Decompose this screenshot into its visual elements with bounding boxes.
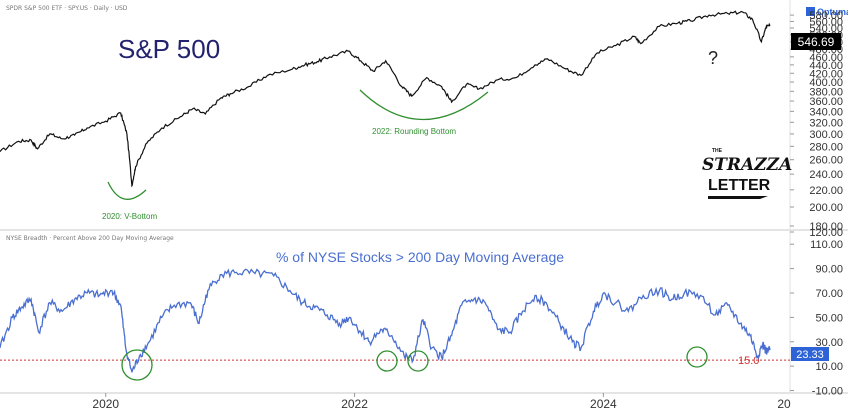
question-mark: ?: [708, 48, 718, 68]
price-y-tick-label: 340.00: [809, 106, 843, 118]
price-y-tick-label: 560.00: [809, 16, 843, 28]
pen-icon: [708, 196, 768, 199]
breadth-tag-bg: [791, 347, 829, 361]
price-y-tick-label: 380.00: [809, 86, 843, 98]
price-tag-bg: [791, 33, 841, 50]
price-y-tick-label: 300.00: [809, 129, 843, 141]
v-bottom-annotation: 2020: V-Bottom: [102, 181, 157, 221]
breadth-last-tag: 23.33: [791, 347, 829, 361]
breadth-circle-2020: [121, 349, 153, 381]
breadth-last-value: 23.33: [796, 349, 824, 361]
breadth-y-tick-label: 90.00: [815, 264, 843, 276]
breadth-series-line: [0, 268, 771, 373]
brand-logo: Optuma: [806, 7, 848, 17]
brand-icon: [806, 7, 815, 16]
price-y-tick-label: 400.00: [809, 77, 843, 89]
bottom-panel-header: NYSE Breadth · Percent Above 200 Day Mov…: [6, 235, 174, 242]
threshold-label: 15.0: [738, 355, 759, 367]
price-last-value: 546.69: [798, 35, 835, 49]
price-y-tick-label: 200.00: [809, 202, 843, 214]
breadth-y-tick-label: 30.00: [815, 337, 843, 349]
price-y-tick-label: 240.00: [809, 169, 843, 181]
v-bottom-arc: [107, 181, 147, 200]
v-bottom-label: 2020: V-Bottom: [102, 212, 157, 221]
breadth-title: % of NYSE Stocks > 200 Day Moving Averag…: [276, 249, 564, 265]
chart-title: S&P 500: [118, 34, 220, 64]
rounding-bottom-arc: [359, 89, 489, 121]
logo-line3: LETTER: [708, 177, 771, 194]
price-y-tick-label: 320.00: [809, 117, 843, 129]
breadth-y-tick-label: 110.00: [810, 239, 843, 251]
price-y-tick-label: 220.00: [809, 185, 843, 197]
x-tick-label: 20: [777, 397, 791, 411]
breadth-y-tick-label: -10.00: [812, 386, 843, 398]
strazza-letter-logo: THE STRAZZA LETTER: [702, 148, 792, 199]
price-y-tick-label: 540.00: [809, 23, 843, 35]
breadth-y-tick-label: 120.00: [809, 227, 843, 239]
price-y-tick-label: 460.00: [809, 52, 843, 64]
rounding-bottom-annotation: 2022: Rounding Bottom: [359, 89, 489, 136]
breadth-y-tick-label: 50.00: [815, 312, 843, 324]
logo-line1: THE: [712, 148, 723, 154]
logo-line2: STRAZZA: [702, 155, 792, 175]
breadth-circle-2025: [686, 346, 708, 368]
x-tick-label: 2022: [341, 397, 368, 411]
x-axis: 2020 2022 2024 20: [92, 393, 791, 411]
price-y-tick-label: 580.00: [809, 10, 843, 22]
price-last-tag: 546.69: [791, 33, 841, 50]
price-y-tick-label: 180.00: [809, 221, 843, 233]
breadth-circle-2022b: [407, 350, 429, 372]
breadth-y-tick-label: 10.00: [815, 361, 843, 373]
price-y-tick-label: 260.00: [809, 155, 843, 167]
x-tick-label: 2020: [92, 397, 119, 411]
breadth-circle-2022a: [376, 350, 398, 372]
brand-name: Optuma: [817, 7, 848, 17]
rounding-bottom-label: 2022: Rounding Bottom: [372, 127, 456, 136]
price-series-line: [0, 10, 771, 188]
top-panel-header: SPDR S&P 500 ETF · SPY.US · Daily · USD: [6, 5, 128, 12]
price-y-tick-label: 360.00: [809, 96, 843, 108]
price-y-tick-label: 280.00: [809, 141, 843, 153]
breadth-y-tick-label: 70.00: [815, 288, 843, 300]
x-tick-label: 2024: [590, 397, 617, 411]
price-y-tick-label: 420.00: [809, 68, 843, 80]
price-y-tick-label: 440.00: [809, 60, 843, 72]
